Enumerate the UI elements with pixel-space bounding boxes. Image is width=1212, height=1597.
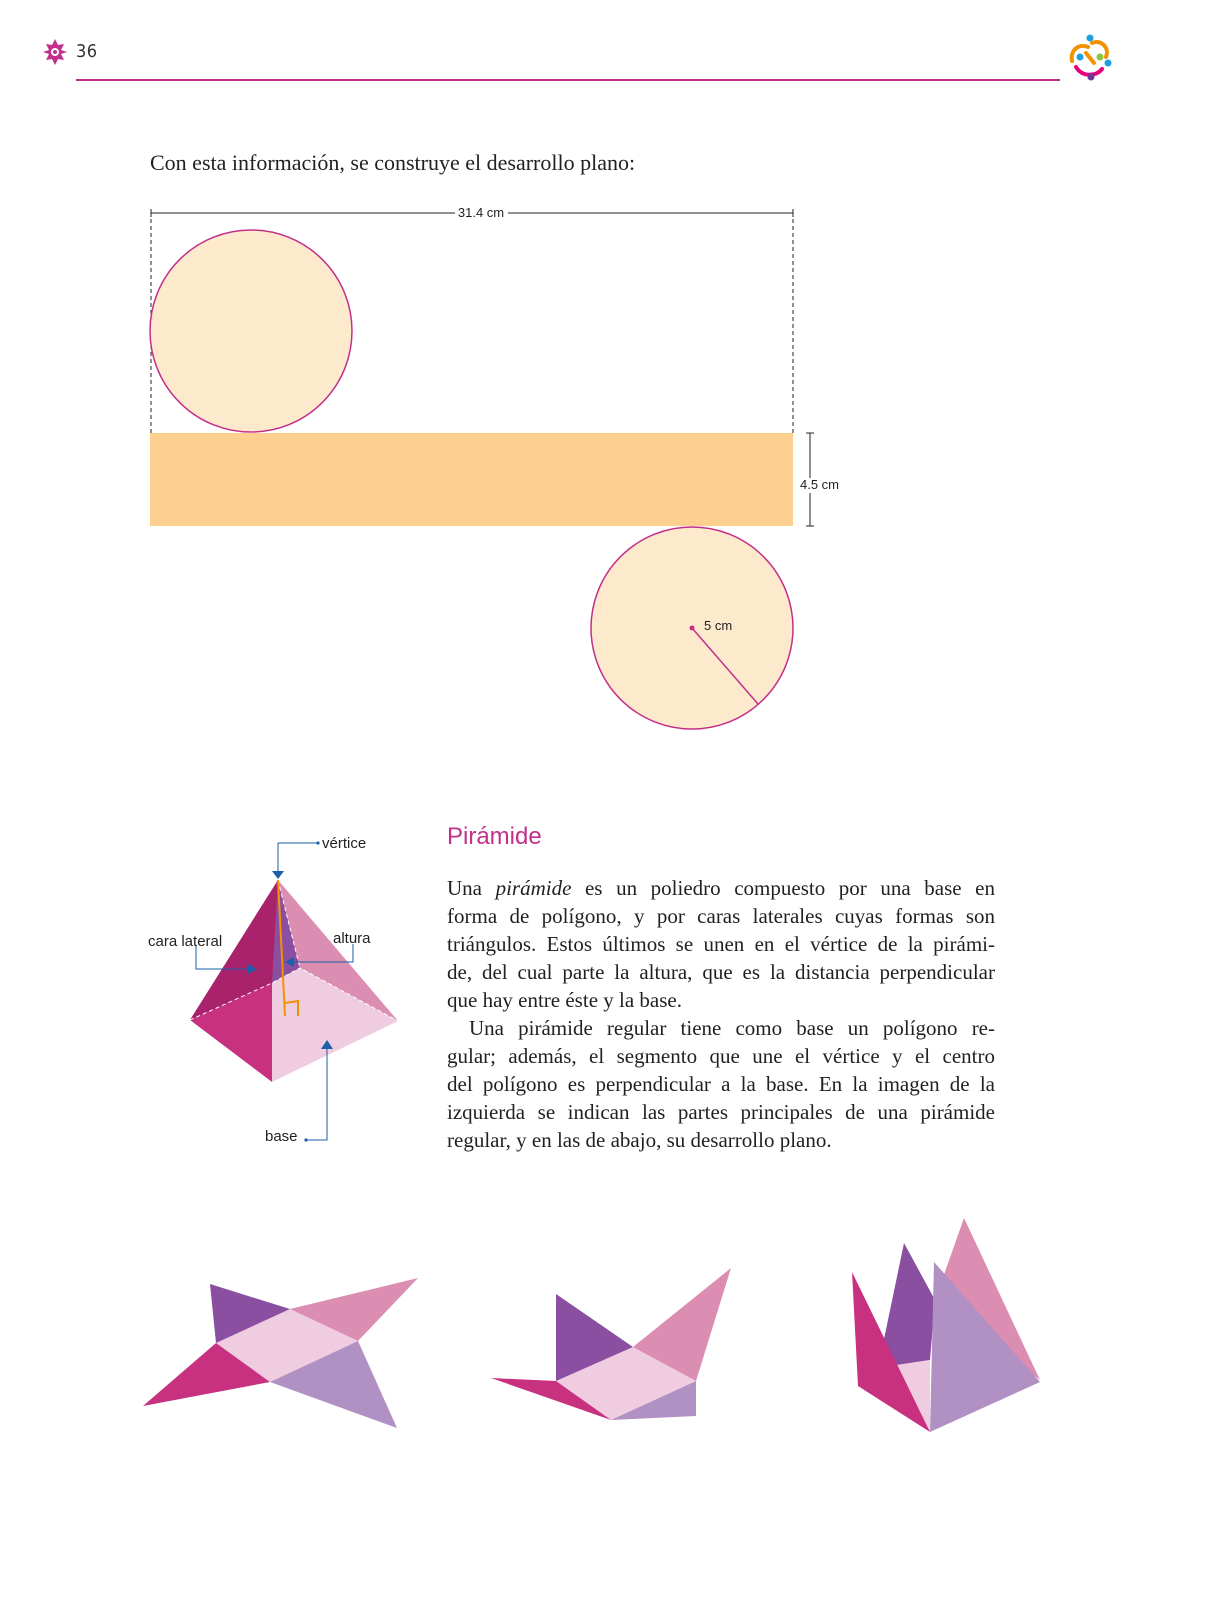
cylinder-net-diagram: 31.4 cm 4.5 cm 5 cm — [149, 205, 839, 730]
section-title: Pirámide — [447, 823, 542, 850]
height-dimension-label: 4.5 cm — [800, 477, 839, 492]
height-arrow-icon — [285, 957, 294, 967]
paragraph-line: del polígono es perpendicular a la base.… — [447, 1072, 995, 1096]
pyramid-net-half-folded — [491, 1268, 731, 1420]
lateral-rectangle — [150, 433, 793, 526]
base-face — [272, 968, 398, 1082]
header-ornament-icon — [43, 39, 67, 65]
intro-text: Con esta información, se construye el de… — [150, 150, 636, 175]
paragraph-regular-pyramid: Una pirámide regular tiene como base un … — [447, 1014, 995, 1154]
pyramid-net-flat — [143, 1278, 418, 1428]
paragraph-definition: Una pirámide es un poliedro compuesto po… — [447, 874, 995, 1014]
width-dimension-label: 31.4 cm — [458, 205, 504, 220]
label-lateral-face: cara lateral — [148, 933, 222, 950]
height-line — [277, 879, 286, 1017]
top-base-circle — [149, 229, 353, 433]
header-rule — [76, 79, 1060, 81]
lateral-face-arrow-icon — [248, 964, 257, 974]
base-arrow-icon — [321, 1040, 333, 1049]
pyramid-net-almost-closed — [852, 1218, 1040, 1432]
pyramid-nets — [143, 1218, 1040, 1432]
page-number: 36 — [76, 41, 98, 62]
label-base: base — [265, 1128, 298, 1145]
radius-label: 5 cm — [704, 618, 732, 633]
pyramid-diagram: vértice cara lateral altura base — [148, 835, 399, 1145]
logo-icon — [1069, 34, 1112, 81]
paragraph-line: gular; además, el segmento que une el vé… — [447, 1044, 995, 1068]
radius-line — [691, 627, 759, 705]
paragraph-line: forma de polígono, y por caras laterales… — [447, 904, 995, 928]
label-height: altura — [333, 930, 371, 947]
paragraph-line: regular, y en las de abajo, su desarroll… — [447, 1128, 832, 1152]
paragraph-line: Una pirámide regular tiene como base un … — [469, 1016, 995, 1040]
vertex-arrow-icon — [272, 871, 284, 879]
paragraph-line: Una pirámide es un poliedro compuesto po… — [447, 876, 995, 900]
paragraph-line: triángulos. Estos últimos se unen en el … — [447, 932, 995, 956]
paragraph-line: izquierda se indican las partes principa… — [447, 1100, 995, 1124]
paragraph-line: que hay entre éste y la base. — [447, 988, 682, 1012]
right-face — [278, 880, 398, 1021]
label-vertex: vértice — [322, 835, 366, 852]
paragraph-line: de, del cual parte la altura, que es la … — [447, 960, 995, 984]
